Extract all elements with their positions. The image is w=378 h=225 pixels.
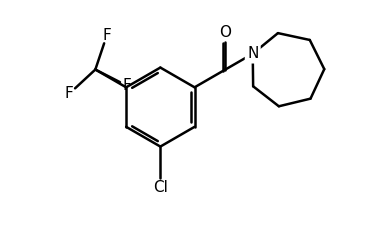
Text: F: F (122, 78, 132, 93)
Text: N: N (247, 46, 259, 61)
Text: N: N (247, 46, 259, 61)
Text: Cl: Cl (153, 180, 168, 195)
Text: F: F (102, 28, 111, 43)
Text: F: F (65, 86, 74, 101)
Text: O: O (219, 25, 231, 40)
